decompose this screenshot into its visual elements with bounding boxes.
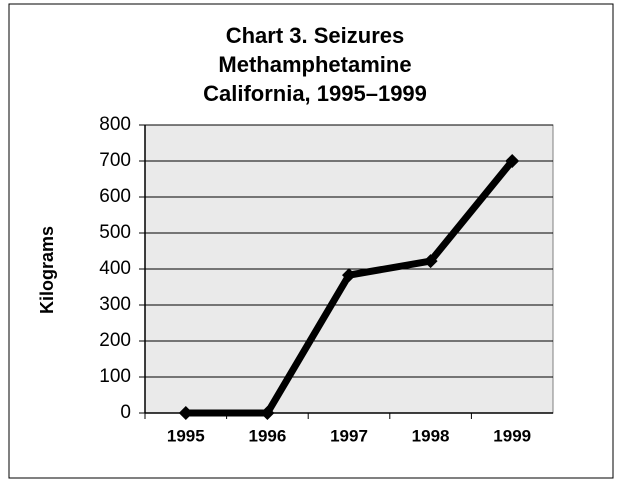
marker	[342, 268, 356, 283]
y-tick-label: 600	[99, 186, 131, 207]
y-tick-label: 100	[99, 366, 131, 387]
y-tick-label: 800	[99, 114, 131, 135]
marker	[505, 154, 520, 168]
x-tick-label: 1997	[330, 426, 368, 445]
x-tick-label: 1998	[412, 426, 450, 445]
x-tick-label: 1999	[493, 426, 531, 445]
y-tick-label: 500	[99, 222, 131, 243]
y-tick-label: 200	[99, 330, 131, 351]
x-tick-label: 1995	[167, 426, 205, 445]
y-tick-label: 700	[99, 150, 131, 171]
marker	[178, 406, 193, 420]
marker	[423, 254, 438, 269]
x-tick-label: 1996	[248, 426, 286, 445]
y-tick-label: 300	[99, 294, 131, 315]
chart-title: Methamphetamine	[218, 52, 411, 77]
y-tick-label: 0	[120, 402, 131, 423]
y-tick-label: 400	[99, 258, 131, 279]
chart-title: California, 1995–1999	[203, 81, 427, 106]
y-axis-label: Kilograms	[37, 226, 57, 314]
chart-title: Chart 3. Seizures	[226, 23, 405, 48]
marker	[260, 406, 275, 420]
